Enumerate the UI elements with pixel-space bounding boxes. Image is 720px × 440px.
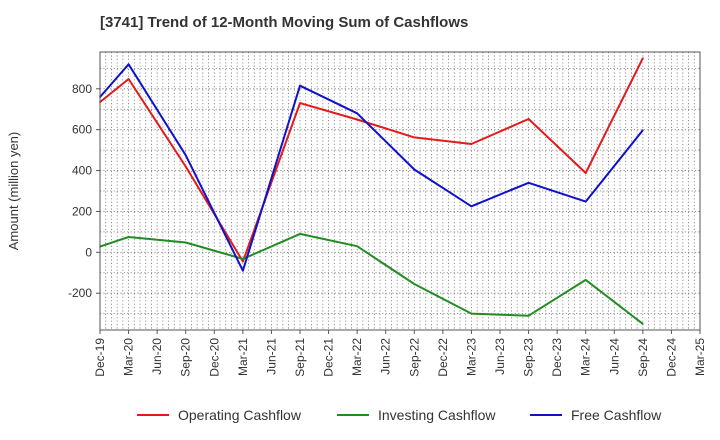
data-point bbox=[584, 200, 587, 203]
data-point bbox=[299, 102, 301, 104]
data-point bbox=[356, 112, 358, 115]
x-tick-label: Jun-24 bbox=[607, 338, 621, 375]
series-line-1 bbox=[99, 57, 644, 263]
x-tick-label: Dec-20 bbox=[207, 338, 221, 377]
x-tick-label: Dec-19 bbox=[93, 338, 107, 377]
data-point bbox=[584, 172, 587, 174]
data-point bbox=[470, 205, 473, 208]
x-tick-label: Sep-22 bbox=[407, 338, 421, 377]
x-tick-label: Jun-20 bbox=[150, 338, 164, 375]
data-point bbox=[356, 118, 358, 121]
y-tick-label: 0 bbox=[85, 245, 92, 259]
x-tick-label: Sep-23 bbox=[522, 338, 536, 377]
chart-title: [3741] Trend of 12-Month Moving Sum of C… bbox=[100, 14, 469, 31]
x-tick-label: Jun-22 bbox=[379, 338, 393, 375]
y-tick-label: 800 bbox=[72, 82, 92, 96]
data-point bbox=[642, 129, 644, 131]
legend-label: Investing Cashflow bbox=[378, 407, 496, 423]
data-point bbox=[299, 84, 301, 87]
legend-label: Free Cashflow bbox=[571, 407, 662, 423]
data-point bbox=[127, 236, 130, 238]
data-point bbox=[242, 269, 244, 272]
x-tick-label: Mar-23 bbox=[464, 338, 478, 376]
data-point bbox=[299, 233, 301, 235]
data-point bbox=[127, 78, 130, 80]
data-point bbox=[127, 63, 130, 66]
x-tick-label: Mar-24 bbox=[579, 338, 593, 376]
x-tick-label: Mar-22 bbox=[350, 338, 364, 376]
x-tick-label: Dec-24 bbox=[664, 338, 678, 377]
data-point bbox=[584, 279, 587, 281]
data-point bbox=[242, 260, 244, 263]
y-axis-title: Amount (million yen) bbox=[6, 132, 21, 251]
data-point bbox=[470, 312, 473, 315]
y-tick-label: 400 bbox=[72, 164, 92, 178]
x-tick-label: Mar-25 bbox=[693, 338, 707, 376]
x-tick-label: Jun-21 bbox=[264, 338, 278, 375]
data-point bbox=[470, 143, 473, 145]
data-point bbox=[527, 314, 530, 317]
y-tick-label: -200 bbox=[68, 286, 92, 300]
data-point bbox=[184, 165, 187, 168]
grid-layer bbox=[99, 52, 700, 330]
y-tick-label: 200 bbox=[72, 204, 92, 218]
x-tick-label: Sep-24 bbox=[636, 338, 650, 377]
x-tick-label: Dec-21 bbox=[322, 338, 336, 377]
data-point bbox=[413, 136, 416, 139]
data-point bbox=[527, 118, 530, 120]
y-tick-label: 600 bbox=[72, 123, 92, 137]
series-layer bbox=[99, 57, 644, 325]
data-point bbox=[242, 258, 244, 260]
legend-label: Operating Cashflow bbox=[178, 407, 302, 423]
legend: Operating Cashflow Investing Cashflow Free… bbox=[137, 407, 662, 423]
y-axis: -200 0 200 400 600 800 bbox=[68, 82, 100, 300]
data-point bbox=[356, 245, 358, 247]
series-line-3 bbox=[99, 63, 644, 272]
x-tick-label: Dec-22 bbox=[436, 338, 450, 377]
data-point bbox=[642, 57, 644, 59]
data-point bbox=[413, 168, 416, 171]
x-tick-label: Jun-23 bbox=[493, 338, 507, 375]
data-point bbox=[184, 241, 187, 244]
data-point bbox=[527, 182, 530, 184]
x-tick-label: Mar-21 bbox=[236, 338, 250, 376]
data-point bbox=[184, 154, 187, 157]
series-line-2 bbox=[99, 232, 644, 325]
data-point bbox=[642, 323, 644, 325]
x-tick-label: Mar-20 bbox=[122, 338, 136, 376]
plot-frame bbox=[99, 51, 701, 331]
x-tick-label: Dec-23 bbox=[550, 338, 564, 377]
data-point bbox=[413, 283, 416, 285]
x-tick-label: Sep-20 bbox=[179, 338, 193, 377]
x-axis: Dec-19 Mar-20 Jun-20 Sep-20 Dec-20 Mar-21 Jun-… bbox=[93, 330, 707, 377]
x-tick-label: Sep-21 bbox=[293, 338, 307, 377]
